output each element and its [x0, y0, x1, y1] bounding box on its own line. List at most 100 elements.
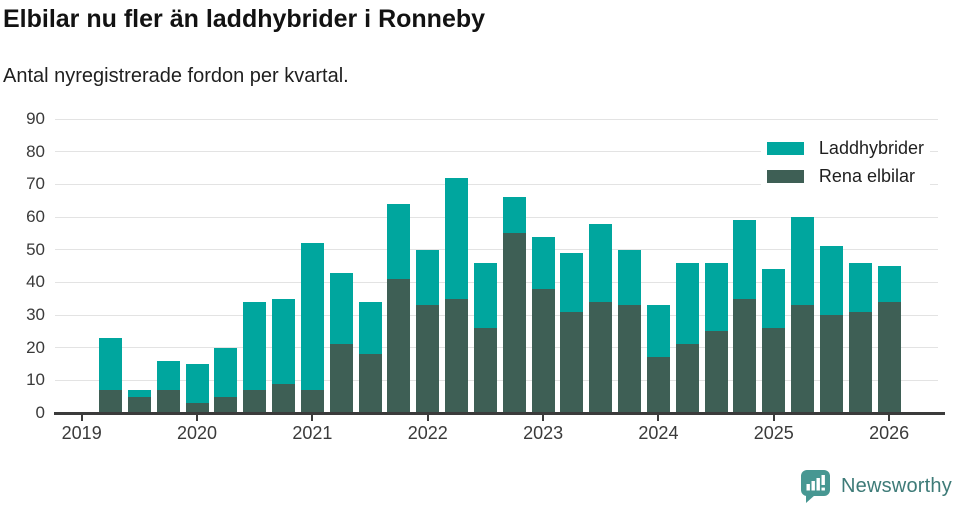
footer-branding: Newsworthy: [798, 470, 952, 503]
gridline-70: [55, 183, 938, 185]
bar-laddhybrider-2020-Q4: [272, 298, 296, 384]
gridline-80: [55, 151, 938, 153]
bar-chart-plot-area: 0 10 20 30 40 50 60 70 80 90 2019 2020 2021 2022 2023…: [26, 109, 945, 443]
bar-laddhybrider-2024-Q2: [675, 262, 699, 345]
bar-rena-elbilar-2025-Q3: [819, 315, 843, 413]
x-tick-label-2026: 2026: [869, 423, 910, 443]
bar-rena-elbilar-2023-Q1: [531, 288, 555, 413]
y-tick-label-50: 50: [26, 239, 45, 259]
bar-rena-elbilar-2024-Q1: [646, 357, 670, 413]
y-tick-label-20: 20: [26, 337, 45, 357]
y-tick-label-40: 40: [26, 272, 45, 292]
bar-rena-elbilar-2024-Q4: [733, 298, 757, 413]
gridline-90: [55, 118, 938, 120]
x-tick-2023: [542, 415, 545, 421]
x-tick-2019: [80, 415, 83, 421]
bar-rena-elbilar-2024-Q3: [704, 331, 728, 413]
bar-rena-elbilar-2021-Q3: [358, 354, 382, 413]
x-tick-label-2025: 2025: [753, 423, 794, 443]
bar-rena-elbilar-2025-Q2: [791, 305, 815, 413]
bar-rena-elbilar-2024-Q2: [675, 344, 699, 413]
x-tick-label-2023: 2023: [523, 423, 564, 443]
bar-rena-elbilar-2022-Q2: [445, 298, 469, 413]
bar-rena-elbilar-2020-Q2: [214, 396, 238, 413]
newsworthy-wordmark: Newsworthy: [841, 475, 952, 497]
bar-rena-elbilar-2020-Q1: [185, 403, 209, 413]
bar-rena-elbilar-2023-Q4: [618, 305, 642, 413]
bar-laddhybrider-2026-Q1: [877, 266, 901, 302]
bar-laddhybrider-2022-Q4: [502, 197, 526, 234]
bar-rena-elbilar-2021-Q2: [329, 344, 353, 413]
gridline-60: [55, 216, 938, 218]
bar-laddhybrider-2023-Q2: [560, 252, 584, 312]
bar-rena-elbilar-2019-Q4: [156, 390, 180, 413]
bar-laddhybrider-2021-Q2: [329, 272, 353, 345]
x-tick-2024: [657, 415, 660, 421]
bar-laddhybrider-2025-Q2: [791, 217, 815, 306]
bar-rena-elbilar-2022-Q3: [473, 328, 497, 413]
bar-laddhybrider-2023-Q4: [618, 249, 642, 306]
bar-laddhybrider-2020-Q2: [214, 347, 238, 397]
x-tick-label-2024: 2024: [638, 423, 679, 443]
bar-rena-elbilar-2020-Q3: [243, 390, 267, 413]
y-tick-label-30: 30: [26, 305, 45, 324]
bar-rena-elbilar-2022-Q1: [416, 305, 440, 413]
legend-label: Rena elbilar: [818, 166, 915, 186]
y-tick-label-70: 70: [26, 174, 45, 194]
bar-laddhybrider-2025-Q3: [819, 246, 843, 315]
bar-laddhybrider-2021-Q3: [358, 301, 382, 355]
y-tick-label-10: 10: [26, 370, 45, 390]
legend-swatch: [766, 142, 804, 155]
bar-rena-elbilar-2025-Q1: [762, 328, 786, 413]
bar-laddhybrider-2019-Q3: [127, 390, 151, 397]
bar-rena-elbilar-2021-Q4: [387, 279, 411, 413]
bar-laddhybrider-2022-Q1: [416, 249, 440, 306]
bar-laddhybrider-2023-Q1: [531, 236, 555, 289]
x-tick-2022: [426, 415, 429, 421]
legend-item: Rena elbilar: [766, 166, 924, 186]
legend-swatch: [766, 170, 804, 183]
legend-label: Laddhybrider: [818, 138, 924, 158]
legend-item: Laddhybrider: [766, 138, 924, 158]
y-tick-label-60: 60: [26, 207, 45, 226]
bar-rena-elbilar-2020-Q4: [272, 383, 296, 413]
bar-laddhybrider-2022-Q2: [445, 177, 469, 299]
bar-laddhybrider-2021-Q1: [300, 243, 324, 391]
x-tick-label-2020: 2020: [177, 423, 218, 443]
bar-laddhybrider-2025-Q4: [848, 262, 872, 312]
y-tick-label-90: 90: [26, 109, 45, 128]
chart-subtitle: Antal nyregistrerade fordon per kvartal.: [3, 65, 349, 87]
bar-laddhybrider-2020-Q1: [185, 364, 209, 404]
gridline-50: [55, 249, 938, 251]
x-tick-2020: [196, 415, 199, 421]
x-tick-2026: [888, 415, 891, 421]
bar-rena-elbilar-2021-Q1: [300, 390, 324, 413]
bar-rena-elbilar-2026-Q1: [877, 301, 901, 413]
x-axis-line: [54, 412, 945, 415]
bar-laddhybrider-2020-Q3: [243, 301, 267, 391]
bar-laddhybrider-2021-Q4: [387, 203, 411, 280]
y-tick-label-80: 80: [26, 141, 45, 161]
bar-rena-elbilar-2025-Q4: [848, 311, 872, 413]
bar-rena-elbilar-2022-Q4: [502, 233, 526, 413]
chart-title: Elbilar nu fler än laddhybrider i Ronneb…: [3, 5, 486, 33]
bar-rena-elbilar-2023-Q3: [589, 301, 613, 413]
chart-legend: Laddhybrider Rena elbilar: [760, 135, 930, 192]
bar-laddhybrider-2025-Q1: [762, 269, 786, 329]
bar-laddhybrider-2019-Q4: [156, 360, 180, 391]
x-tick-label-2022: 2022: [407, 423, 448, 443]
y-tick-label-0: 0: [35, 403, 45, 422]
bar-laddhybrider-2024-Q1: [646, 305, 670, 358]
bar-laddhybrider-2024-Q3: [704, 262, 728, 332]
bar-laddhybrider-2022-Q3: [473, 262, 497, 329]
bar-rena-elbilar-2019-Q2: [99, 390, 123, 413]
x-tick-label-2019: 2019: [61, 423, 102, 443]
bar-rena-elbilar-2023-Q2: [560, 311, 584, 413]
x-tick-2025: [772, 415, 775, 421]
bar-laddhybrider-2023-Q3: [589, 223, 613, 302]
bar-laddhybrider-2019-Q2: [99, 337, 123, 391]
newsworthy-logo-icon: [801, 470, 830, 503]
x-tick-label-2021: 2021: [292, 423, 333, 443]
bar-rena-elbilar-2019-Q3: [127, 396, 151, 413]
